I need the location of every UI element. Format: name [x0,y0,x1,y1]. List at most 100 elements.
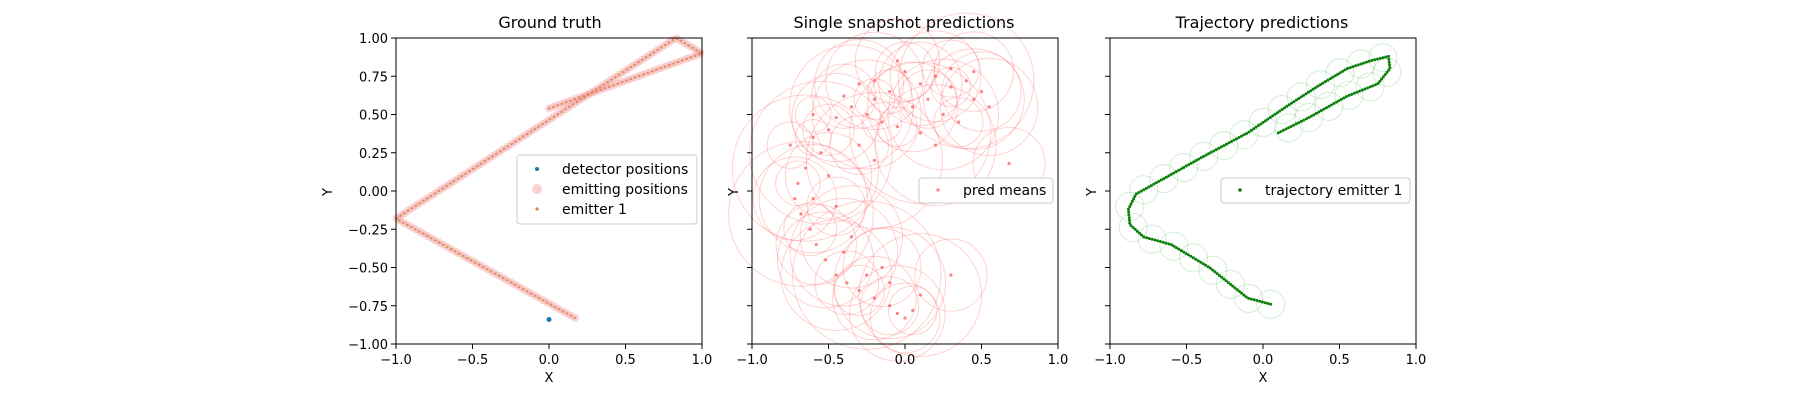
trajectory-point [1247,296,1251,300]
pred-mean-point [865,273,869,277]
trajectory-point [1237,290,1241,294]
emitter-point [521,287,525,291]
trajectory-point [1327,104,1331,108]
x-tick-label: −0.5 [457,353,489,368]
emitter-point [493,272,497,275]
emitter-point [449,182,452,185]
pred-mean-point [918,82,922,86]
pred-mean-point [834,273,838,277]
trajectory-point [1341,69,1345,73]
uncertainty-circle [783,202,837,257]
emitter-point [571,102,575,106]
trajectory-point [1374,83,1378,87]
legend-marker-emitting [532,184,542,194]
pred-mean-point [903,70,907,74]
emitter-point [437,189,441,193]
trajectory-point [1150,237,1154,241]
emitter-point [603,86,607,90]
trajectory-point [1235,288,1239,292]
emitter-point [564,100,568,104]
trajectory-point [1345,67,1349,71]
emitter-point [477,263,481,267]
emitter-point [655,68,658,72]
uncertainty-circle [758,143,868,254]
trajectory-point [1292,123,1296,127]
pred-mean-point [849,105,854,109]
trajectory-point [1229,140,1233,144]
emitter-point [672,62,675,65]
emitter-point [642,73,645,76]
trajectory-point [1129,224,1133,228]
emitter-point [541,298,545,302]
pred-mean-point [964,79,968,83]
trajectory-point [1290,101,1294,105]
trajectory-point [1354,64,1358,68]
uncertainty-circle [789,197,899,307]
emitter-point [541,122,544,126]
pred-mean-point [793,197,797,201]
emitter-point [402,211,406,215]
uncertainty-circle [1267,94,1297,124]
trajectory-point [1161,240,1165,244]
trajectory-point [1226,281,1230,285]
pred-mean-point [872,97,877,101]
trajectory-point [1164,175,1168,179]
uncertainty-circle [1169,152,1199,182]
trajectory-point [1368,85,1372,89]
trajectory-point [1217,273,1221,277]
emitter-point [452,179,456,183]
x-axis-label: X [1259,371,1268,386]
emitter-point [612,83,615,87]
uncertainty-circle [858,233,983,357]
trajectory-point [1237,135,1241,139]
trajectory-point [1363,87,1367,91]
trajectory-point [1133,227,1137,231]
legend-box [516,154,698,225]
emitter-point [475,164,479,168]
emitter-point [529,130,533,133]
uncertainty-circle [1368,43,1398,73]
uncertainty-circle [898,69,958,129]
uncertainty-circle [1216,269,1246,299]
trajectory-point [1314,86,1318,90]
emitter-point [425,234,429,238]
uncertainty-circle [878,41,963,126]
emitter-point [399,214,402,217]
trajectory-point [1337,99,1341,103]
x-axis-ticks: −1.0 −0.5 0.0 0.5 1.0 [1094,344,1426,368]
trajectory-point [1264,119,1268,123]
trajectory-point [1189,161,1193,165]
trajectory-point [1304,92,1308,96]
pred-mean-point [849,235,854,239]
pred-mean-point [872,79,877,83]
trajectory-point [1132,197,1136,201]
emitter-point [418,230,421,233]
trajectory-point [1263,301,1267,305]
trajectory-point [1366,86,1370,90]
trajectory-point [1201,262,1205,266]
trajectory-point [1128,205,1132,209]
uncertainty-circle [775,160,821,207]
uncertainty-circle [922,48,1025,151]
emitter-point [671,38,675,42]
trajectory-point [1297,96,1301,100]
emitter-point [560,102,564,106]
trajectory-point [1199,260,1203,264]
uncertainty-circle [933,31,1015,112]
uncertainty-circle [1286,82,1316,112]
uncertainty-circle [1234,283,1264,313]
x-tick-label: −1.0 [1094,353,1126,368]
emitter-point [422,232,425,236]
trajectory-point [1208,266,1212,270]
trajectory-point [1343,68,1347,72]
pred-mean-point [911,105,915,109]
trajectory-point [1213,270,1217,274]
uncertainty-circle [877,106,918,148]
uncertainty-circle [914,238,988,312]
trajectory-point [1282,106,1286,110]
uncertainty-circle [887,285,938,336]
trajectory-point [1355,90,1359,94]
emitter-point [441,187,444,190]
trajectory-point [1127,213,1131,217]
trajectory-point [1224,279,1228,283]
